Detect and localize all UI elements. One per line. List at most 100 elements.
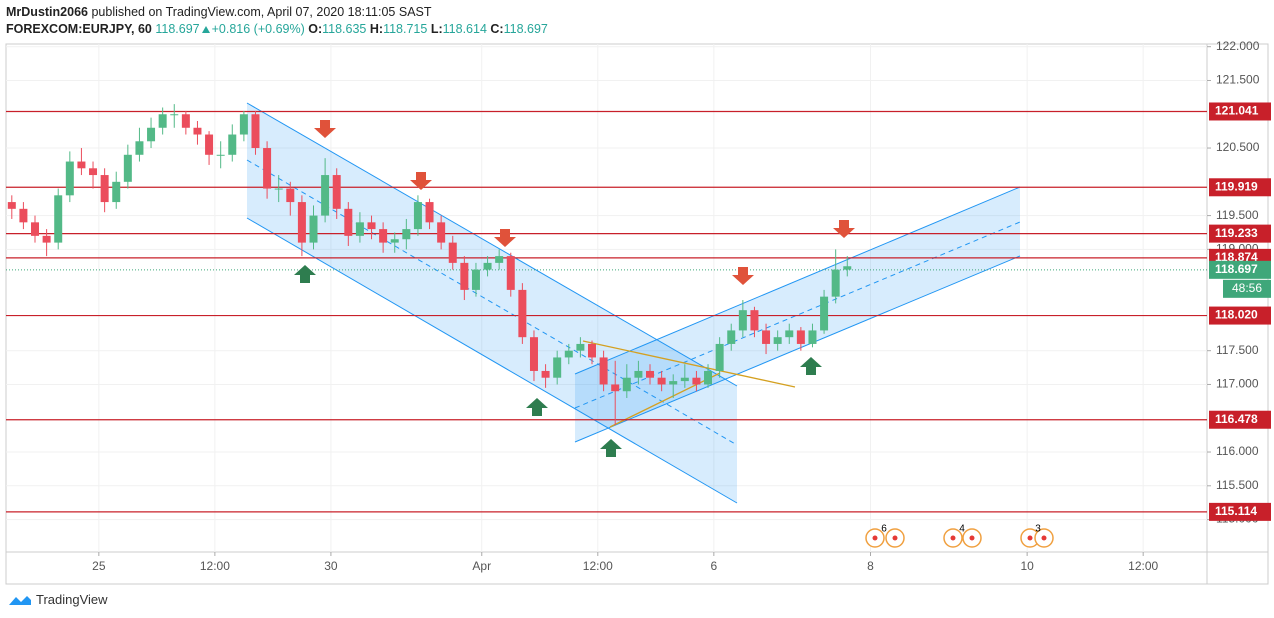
outer-frame [5, 43, 1269, 585]
logo [9, 595, 31, 605]
level-label: 119.919 [1215, 179, 1258, 193]
candle-body [692, 377, 701, 385]
candle-body [483, 262, 492, 270]
x-tick-label: 6 [710, 559, 717, 573]
candle-body [402, 229, 411, 240]
event-dot [892, 535, 898, 541]
up-channel-lower [574, 255, 1021, 443]
candle-body [297, 202, 306, 243]
x-tick-label: 10 [1020, 559, 1034, 573]
candle-body [657, 377, 666, 385]
level-box [1209, 502, 1271, 521]
header: MrDustin2066 published on TradingView.co… [6, 4, 548, 38]
candle-body [31, 222, 40, 236]
candle-body [762, 330, 771, 344]
levels [6, 110, 1207, 513]
candle-body [147, 127, 156, 142]
level-label: 115.114 [1215, 504, 1257, 518]
countdown-box [1223, 279, 1271, 298]
candles [7, 104, 852, 425]
published: published on TradingView.com, April 07, … [91, 5, 432, 19]
c-value: 118.697 [503, 22, 548, 36]
candle-body [622, 377, 631, 392]
candle-body [100, 175, 109, 203]
candle-body [158, 114, 167, 128]
candle-body [181, 114, 190, 128]
candle-body [611, 384, 620, 392]
candle-body [831, 269, 840, 297]
event-count: 4 [959, 524, 965, 535]
h-label: H: [369, 22, 384, 36]
candle-body [321, 175, 330, 216]
candle-body [704, 370, 713, 385]
x-tick-label: 8 [867, 559, 874, 573]
candle-body [286, 188, 295, 203]
axes: 122.000121.500120.500119.500119.000117.5… [92, 39, 1271, 573]
event-dot [872, 535, 878, 541]
candle-body [425, 202, 434, 223]
candle-body [518, 289, 527, 338]
event-dot [969, 535, 975, 541]
candle-body [773, 337, 782, 344]
author: MrDustin2066 [6, 5, 88, 19]
candle-body [471, 269, 480, 290]
level-label: 121.041 [1215, 104, 1259, 118]
candle-body [7, 202, 16, 209]
candle-body [54, 195, 63, 243]
candle-body [785, 330, 794, 338]
triangle-upper [582, 340, 796, 388]
event-dot [950, 535, 956, 541]
symbol-line: FOREXCOM:EURJPY, 60 118.697 +0.816 (+0.69… [6, 21, 548, 38]
candle-body [19, 208, 28, 223]
up-arrow [526, 398, 548, 416]
candle-body [843, 266, 852, 270]
x-tick-label: 30 [324, 559, 338, 573]
level-box [1209, 224, 1271, 243]
o-value: 118.635 [322, 22, 367, 36]
candle-body [529, 337, 538, 371]
candle-body [135, 141, 144, 155]
candle-body [576, 343, 585, 351]
candle-body [587, 343, 596, 358]
candle-body [599, 357, 608, 385]
candle-body [344, 208, 353, 236]
candle-body [332, 175, 341, 209]
candle-body [355, 222, 364, 236]
c-label: C: [490, 22, 504, 36]
o-label: O: [308, 22, 323, 36]
candle-body [379, 229, 388, 243]
event-dot [1041, 535, 1047, 541]
y-tick-label: 121.500 [1216, 73, 1260, 87]
candle-body [448, 242, 457, 263]
candle-body [796, 330, 805, 344]
down-arrow [314, 120, 336, 138]
candle-body [216, 154, 225, 156]
x-tick-label: 12:00 [1128, 559, 1158, 573]
x-tick-label: 12:00 [583, 559, 613, 573]
candle-body [820, 296, 829, 331]
up-arrow [800, 357, 822, 375]
candle-body [738, 310, 747, 331]
candle-body [715, 343, 724, 371]
candle-body [460, 262, 469, 290]
level-label: 119.233 [1215, 226, 1258, 240]
candle-body [228, 134, 237, 155]
candle-body [251, 114, 260, 149]
candle-body [564, 350, 573, 358]
candle-body [727, 330, 736, 344]
candle-body [193, 127, 202, 135]
candle-body [495, 256, 504, 263]
candle-body [680, 377, 689, 382]
drawings [246, 102, 1021, 504]
event-count: 3 [1035, 524, 1041, 535]
last-price-box [1209, 260, 1271, 279]
candle-body [413, 202, 422, 230]
level-box [1209, 178, 1271, 197]
brand: TradingView [36, 592, 108, 607]
y-tick-label: 117.000 [1216, 377, 1259, 391]
up-channel-upper [574, 186, 1021, 375]
candle-body [669, 381, 678, 385]
down-arrow [494, 229, 516, 247]
up-arrow [294, 265, 316, 283]
